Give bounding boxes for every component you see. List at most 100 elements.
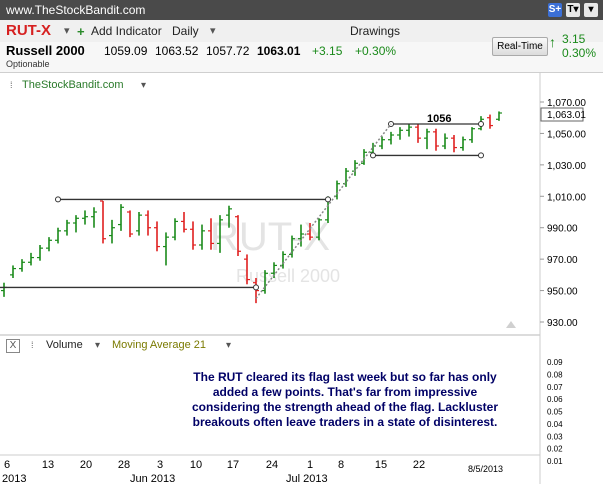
ohlc-bar <box>388 131 394 145</box>
ohlc-bar <box>307 223 313 241</box>
ohlc-bar <box>379 136 385 150</box>
y-tick-label: 950.00 <box>547 287 578 298</box>
interval-select[interactable]: Daily <box>172 24 199 38</box>
ohlc-bar <box>190 221 196 250</box>
ohlc-bar <box>460 136 466 151</box>
x-month-tick: Jun 2013 <box>130 473 175 484</box>
chevron-down-icon[interactable]: ▾ <box>210 25 216 37</box>
ohlc-bar <box>433 128 439 151</box>
volume-axis: 0.09 0.08 0.07 0.06 0.05 0.04 0.03 0.02 0.01 <box>547 358 563 466</box>
chevron-down-icon[interactable]: ▾ <box>584 3 598 17</box>
chevron-down-icon[interactable]: ▾ <box>226 340 232 351</box>
plus-icon[interactable]: + <box>77 24 85 39</box>
volume-tick-label: 0.01 <box>547 457 563 466</box>
rt-change: 3.15 <box>562 32 586 46</box>
x-day-tick: 3 <box>157 459 163 471</box>
y-tick-label: 990.00 <box>547 224 578 235</box>
ohlc-bar <box>316 218 322 241</box>
site-url: www.TheStockBandit.com <box>6 3 146 17</box>
volume-tick-label: 0.03 <box>547 432 563 441</box>
drag-handle-icon[interactable]: ⁞ <box>10 80 13 90</box>
x-day-tick: 6 <box>4 459 10 471</box>
real-time-button[interactable]: Real-Time <box>492 37 548 56</box>
y-tick-label: 1,050.00 <box>547 129 586 140</box>
ohlc-bar <box>451 135 457 153</box>
close-icon[interactable]: X <box>6 339 20 353</box>
ohlc-bar <box>244 254 250 285</box>
last-value: 1063.01 <box>257 44 301 58</box>
x-day-tick: 8 <box>338 459 344 471</box>
ohlc-bar <box>469 127 475 143</box>
pattern-label: 1056 <box>427 113 451 125</box>
ohlc-bar <box>100 200 106 244</box>
ohlc-bar <box>181 212 187 233</box>
date-axis: 6 13 20 28 3 10 17 24 1 8 15 22 2013 Jun 2013 Jul 2013… <box>0 454 540 484</box>
trendline[interactable] <box>255 123 392 299</box>
y-tick-label: 1,070.00 <box>547 98 586 109</box>
ohlc-bar <box>145 210 151 236</box>
ohlc-bar <box>19 259 25 272</box>
change-value: +3.15 <box>312 44 343 58</box>
ohlc-bar <box>226 205 232 228</box>
ohlc-bar <box>208 218 214 250</box>
symbol-input[interactable]: RUT-X <box>6 22 51 39</box>
x-day-tick: 22 <box>413 459 425 471</box>
window-titlebar: www.TheStockBandit.com S+ T▾ ▾ <box>0 0 603 20</box>
level-handle[interactable] <box>325 196 331 203</box>
volume-label: Volume <box>46 339 83 351</box>
ohlc-bar <box>136 212 142 236</box>
chevron-down-icon[interactable]: ▾ <box>141 80 147 91</box>
drawings-button[interactable]: Drawings <box>350 24 401 38</box>
drag-handle-icon[interactable]: ⁞ <box>31 340 34 350</box>
volume-tick-label: 0.05 <box>547 408 563 417</box>
ohlc-bar <box>424 128 430 150</box>
legend-source: TheStockBandit.com <box>22 79 124 91</box>
ohlc-bar <box>199 224 205 250</box>
volume-tick-label: 0.04 <box>547 420 563 429</box>
x-day-tick: 20 <box>80 459 92 471</box>
ohlc-bar <box>289 235 295 258</box>
rt-change-pct: 0.30% <box>562 46 597 60</box>
x-day-tick: 1 <box>307 459 313 471</box>
price-bars <box>1 111 502 304</box>
x-day-tick: 13 <box>42 459 54 471</box>
ohlc-bar <box>37 245 43 261</box>
high-value: 1063.52 <box>155 44 199 58</box>
volume-tick-label: 0.09 <box>547 358 563 367</box>
arrow-up-icon: ↑ <box>549 34 556 50</box>
chevron-down-icon[interactable]: ▾ <box>64 25 70 37</box>
x-day-tick: 15 <box>375 459 387 471</box>
add-indicator-button[interactable]: Add Indicator <box>91 24 162 38</box>
share-icon[interactable]: S+ <box>548 3 562 17</box>
ohlc-bar <box>55 227 61 244</box>
level-handle[interactable] <box>478 152 484 159</box>
ohlc-bar <box>262 270 268 294</box>
volume-tick-label: 0.07 <box>547 383 563 392</box>
ohlc-bar <box>442 133 448 150</box>
ohlc-bar <box>361 149 367 165</box>
price-tag-value: 1,063.01 <box>547 110 586 121</box>
ohlc-bar <box>1 282 7 297</box>
pattern-lines <box>0 121 484 299</box>
ohlc-bar <box>91 207 97 228</box>
ohlc-bar <box>118 204 124 231</box>
price-chart: RUT-X Russell 2000 1,070.001,050.001,030… <box>0 72 586 484</box>
ohlc-bar <box>154 221 160 252</box>
ohlc-bar <box>10 265 16 278</box>
price-tag: 1,063.01 <box>540 107 586 122</box>
collapse-pane-icon[interactable] <box>506 321 516 328</box>
x-day-tick: 28 <box>118 459 130 471</box>
level-handle[interactable] <box>478 121 484 127</box>
level-handle[interactable] <box>55 196 61 203</box>
ohlc-bar <box>253 278 259 304</box>
y-tick-label: 1,010.00 <box>547 192 586 203</box>
x-month-tick: Jul 2013 <box>286 473 328 484</box>
level-handle[interactable] <box>370 152 376 159</box>
change-pct-value: +0.30% <box>355 44 397 58</box>
level-handle[interactable] <box>253 284 259 291</box>
chevron-down-icon[interactable]: ▾ <box>95 340 101 351</box>
ohlc-bar <box>397 127 403 140</box>
text-size-icon[interactable]: T▾ <box>566 3 580 17</box>
annotation-text: The RUT cleared its flag last week but s… <box>191 370 499 429</box>
x-day-tick: 17 <box>227 459 239 471</box>
